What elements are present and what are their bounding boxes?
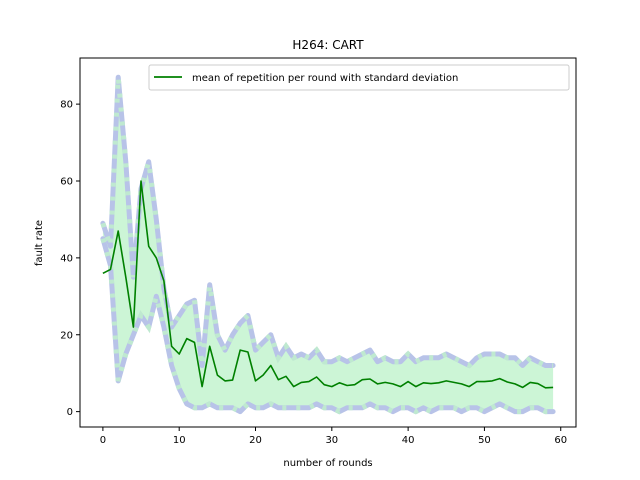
y-tick-label: 60 [60,177,73,188]
legend: mean of repetition per round with standa… [148,64,570,91]
y-axis-ticks: 0 20 40 60 80 [60,100,80,418]
x-tick-label: 10 [173,435,186,446]
y-axis-label: fault rate [34,220,45,266]
mean-line [102,180,554,389]
y-tick-label: 80 [60,100,73,111]
y-tick-label: 0 [67,407,73,418]
axes-frame [79,57,577,428]
x-tick-label: 60 [554,435,567,446]
x-tick-label: 20 [249,435,262,446]
y-tick-label: 20 [60,330,73,341]
x-axis-ticks: 0 10 20 30 40 50 60 [100,427,567,446]
legend-label-mean: mean of repetition per round with standa… [192,73,458,84]
std-lower-line [100,236,556,415]
y-tick-label: 40 [60,253,73,264]
x-tick-label: 0 [100,435,106,446]
std-upper-line-dash [100,76,554,370]
x-tick-label: 50 [478,435,491,446]
legend-box [148,64,570,91]
x-tick-label: 40 [402,435,415,446]
x-tick-label: 30 [325,435,338,446]
plot-area [100,74,556,415]
chart-title: H264: CART [292,38,364,52]
x-axis-label: number of rounds [283,458,372,469]
